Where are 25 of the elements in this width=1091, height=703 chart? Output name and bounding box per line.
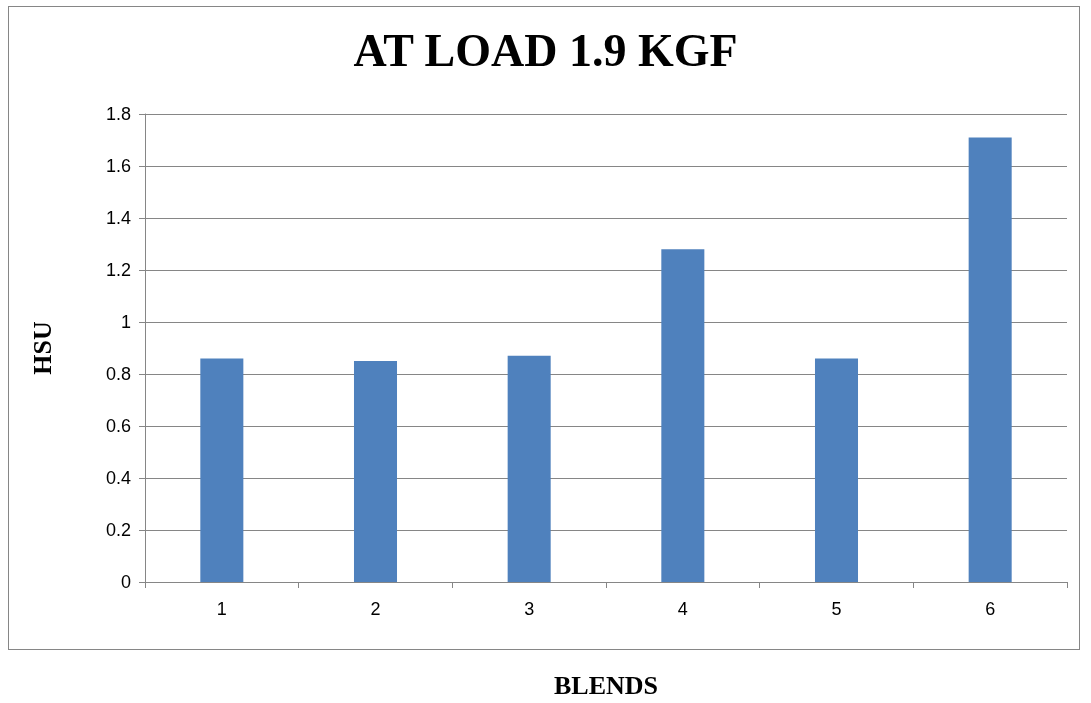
bar (353, 361, 398, 582)
bar (200, 358, 244, 582)
x-tick-label: 4 (677, 599, 688, 619)
x-tick-label: 2 (370, 599, 381, 619)
x-tick-label: 3 (524, 599, 535, 619)
y-axis-title: HSU (27, 321, 57, 375)
chart-title: AT LOAD 1.9 KGF (353, 24, 738, 76)
y-tick-label: 0.4 (105, 468, 131, 488)
y-tick-label: 1.4 (105, 208, 131, 228)
x-axis-title: BLENDS (553, 670, 659, 700)
y-tick-label: 0.2 (105, 520, 131, 540)
x-tick-label: 6 (985, 599, 996, 619)
x-tick-label: 5 (831, 599, 842, 619)
y-tick-label: 1.2 (105, 260, 131, 280)
y-tick-label: 1 (120, 312, 131, 332)
bar (968, 137, 1012, 582)
y-tick-label: 0 (120, 572, 131, 592)
y-tick-label: 0.8 (105, 364, 131, 384)
y-tick-label: 1.6 (105, 156, 131, 176)
y-tick-label: 0.6 (105, 416, 131, 436)
y-tick-label: 1.8 (105, 104, 131, 124)
x-tick-label: 1 (216, 599, 227, 619)
bar (507, 355, 551, 582)
bar (814, 358, 859, 582)
bar (661, 249, 705, 582)
